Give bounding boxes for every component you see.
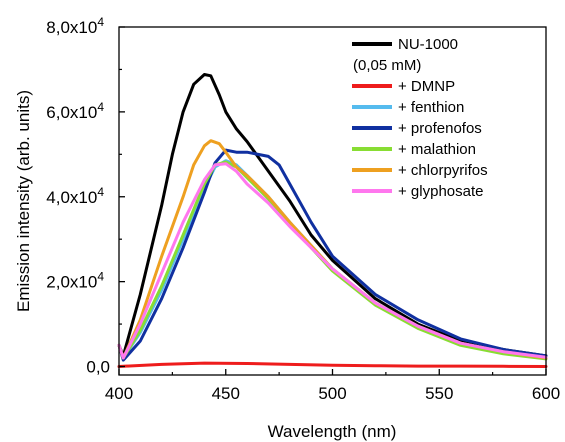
- legend-label-6: + glyphosate: [398, 183, 483, 200]
- y-tick-label-4: 8,0x104: [46, 15, 104, 37]
- legend-label-1: + DMNP: [398, 78, 455, 95]
- y-tick-label-3: 6,0x104: [46, 100, 104, 122]
- y-tick-label-1: 2,0x104: [46, 270, 104, 292]
- x-tick-label-0: 400: [105, 384, 133, 403]
- legend-label-2: + fenthion: [398, 99, 464, 116]
- x-tick-label-2: 500: [318, 384, 346, 403]
- series-line-0: [117, 73, 548, 358]
- legend-label-0: NU-1000: [398, 36, 458, 53]
- ticks-layer: 400 450 500 550 600 0,0 2,0x104 4,0x104 6,0x104 8…: [46, 15, 560, 403]
- x-axis-title: Wavelength (nm): [268, 422, 397, 441]
- legend-label-4: + malathion: [398, 141, 476, 158]
- series-line-6: [117, 162, 548, 360]
- x-tick-label-4: 600: [532, 384, 560, 403]
- series-layer: [117, 73, 548, 368]
- y-axis-title: Emission intensity (arb. units): [14, 90, 33, 312]
- legend: NU-1000 (0,05 mM) + DMNP + fenthion + profen…: [352, 36, 488, 200]
- series-line-3: [117, 148, 548, 362]
- x-tick-label-3: 550: [425, 384, 453, 403]
- series-line-1: [117, 361, 548, 368]
- legend-label-3: + profenofos: [398, 120, 482, 137]
- legend-label-0: (0,05 mM): [353, 57, 421, 74]
- y-tick-label-0: 0,0: [86, 358, 110, 377]
- x-tick-label-1: 450: [212, 384, 240, 403]
- y-tick-label-2: 4,0x104: [46, 185, 104, 207]
- legend-label-5: + chlorpyrifos: [398, 162, 488, 179]
